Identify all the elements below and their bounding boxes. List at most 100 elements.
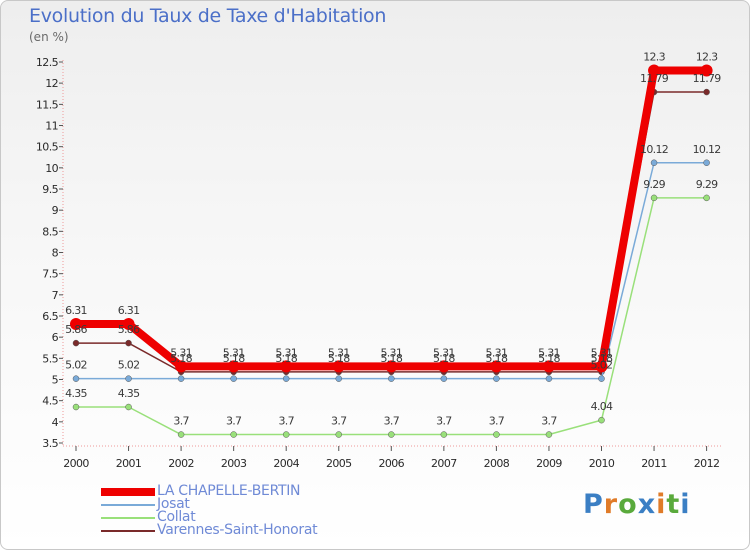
legend-label: Varennes-Saint-Honorat: [157, 522, 318, 538]
y-tick-label: 5: [52, 374, 59, 387]
legend-item: Collat: [101, 509, 317, 525]
data-label: 5.31: [486, 346, 508, 359]
data-point: [595, 360, 608, 373]
data-label: 3.7: [489, 415, 505, 428]
legend-label: LA CHAPELLE-BERTIN: [157, 483, 301, 499]
axes: 3.5 4 4.5 5 5.5 6 6.5 7 7.5 8 8.5 9 9.5 10 10.5 11 11.5 1…: [36, 56, 721, 470]
data-label: 9.29: [643, 178, 665, 191]
y-tick-label: 11: [45, 120, 58, 133]
legend-item: Varennes-Saint-Honorat: [101, 522, 318, 538]
x-tick-label: 2011: [641, 457, 667, 470]
data-point: [545, 431, 553, 438]
y-tick-label: 7.5: [42, 268, 58, 281]
chart-title: Evolution du Taux de Taxe d'Habitation: [29, 5, 387, 27]
data-label: 5.18: [170, 352, 192, 365]
y-tick-label: 4.5: [42, 395, 58, 408]
data-point: [700, 64, 713, 77]
y-tick-label: 6: [52, 331, 59, 344]
proxiti-logo: Proxiti: [583, 489, 691, 520]
data-point: [598, 416, 605, 424]
data-label: 5.18: [275, 352, 297, 365]
x-tick-label: 2007: [431, 457, 457, 470]
y-tick-label: 8.5: [42, 225, 58, 238]
data-point: [703, 88, 710, 96]
legend-label: Josat: [157, 496, 190, 512]
data-label: 5.18: [380, 352, 402, 365]
x-tick-label: 2005: [326, 457, 352, 470]
x-tick-label: 2004: [273, 457, 299, 470]
x-tick-label: 2009: [536, 457, 562, 470]
data-label: 5.18: [591, 352, 613, 365]
data-label: 3.7: [541, 415, 557, 428]
data-point: [282, 375, 290, 382]
data-point: [335, 431, 342, 438]
data-label: 11.79: [693, 72, 722, 85]
data-label: 5.31: [591, 346, 613, 359]
data-point: [175, 360, 188, 373]
data-point: [335, 375, 342, 382]
data-point: [72, 339, 80, 347]
data-label: 3.7: [384, 415, 400, 428]
legend-item: LA CHAPELLE-BERTIN: [101, 483, 317, 499]
data-label: 3.7: [278, 415, 294, 428]
data-point: [177, 375, 185, 382]
logo-letter: o: [618, 489, 638, 520]
data-label: 10.12: [693, 143, 721, 156]
data-label: 5.02: [118, 359, 140, 372]
data-label: 5.31: [275, 346, 297, 359]
data-point: [703, 159, 710, 167]
logo-letter: r: [603, 489, 619, 520]
y-tick-label: 11.5: [36, 98, 59, 111]
y-tick-label: 4: [52, 416, 59, 429]
data-point: [388, 375, 395, 382]
data-point: [227, 360, 240, 373]
legend-swatch: [101, 529, 155, 532]
data-label: 5.02: [65, 359, 87, 372]
data-label: 5.31: [328, 346, 350, 359]
data-label: 5.18: [328, 352, 350, 365]
data-label: 12.3: [696, 50, 718, 63]
x-tick-label: 2008: [484, 457, 510, 470]
data-point: [440, 431, 448, 438]
data-point: [282, 431, 290, 438]
data-point: [125, 339, 132, 347]
x-tick-label: 2003: [221, 457, 247, 470]
logo-letter: t: [666, 489, 681, 520]
data-label: 3.7: [226, 415, 242, 428]
data-point: [490, 360, 503, 373]
logo-letter: P: [583, 489, 604, 520]
series-line: [72, 66, 711, 371]
data-point: [650, 194, 658, 202]
y-tick-label: 9: [52, 204, 59, 217]
y-tick-label: 12.5: [36, 56, 59, 69]
data-label: 10.12: [640, 143, 668, 156]
data-label: 4.35: [118, 387, 140, 400]
data-point: [440, 375, 448, 382]
data-label: 5.18: [538, 352, 560, 365]
logo-letter: i: [656, 489, 667, 520]
data-point: [125, 375, 132, 382]
x-tick-label: 2002: [168, 457, 194, 470]
data-label: 5.18: [433, 352, 455, 365]
legend-label: Collat: [157, 509, 196, 525]
y-tick-label: 9.5: [42, 183, 58, 196]
data-label: 3.7: [331, 415, 347, 428]
legend: LA CHAPELLE-BERTIN Josat Collat Varennes…: [101, 483, 318, 538]
data-label: 5.86: [118, 323, 140, 336]
data-point: [493, 431, 500, 438]
data-label: 6.31: [65, 304, 87, 317]
data-point: [493, 375, 500, 382]
y-tick-label: 6.5: [42, 310, 58, 323]
y-tick-label: 5.5: [42, 352, 58, 365]
data-point: [177, 431, 185, 438]
data-point: [332, 360, 345, 373]
data-point: [122, 318, 135, 331]
data-label: 5.31: [223, 346, 245, 359]
data-label: 5.31: [170, 346, 192, 359]
legend-swatch: [101, 487, 155, 496]
x-tick-label: 2006: [378, 457, 404, 470]
data-label: 6.31: [118, 304, 140, 317]
data-label: 4.04: [591, 400, 613, 413]
